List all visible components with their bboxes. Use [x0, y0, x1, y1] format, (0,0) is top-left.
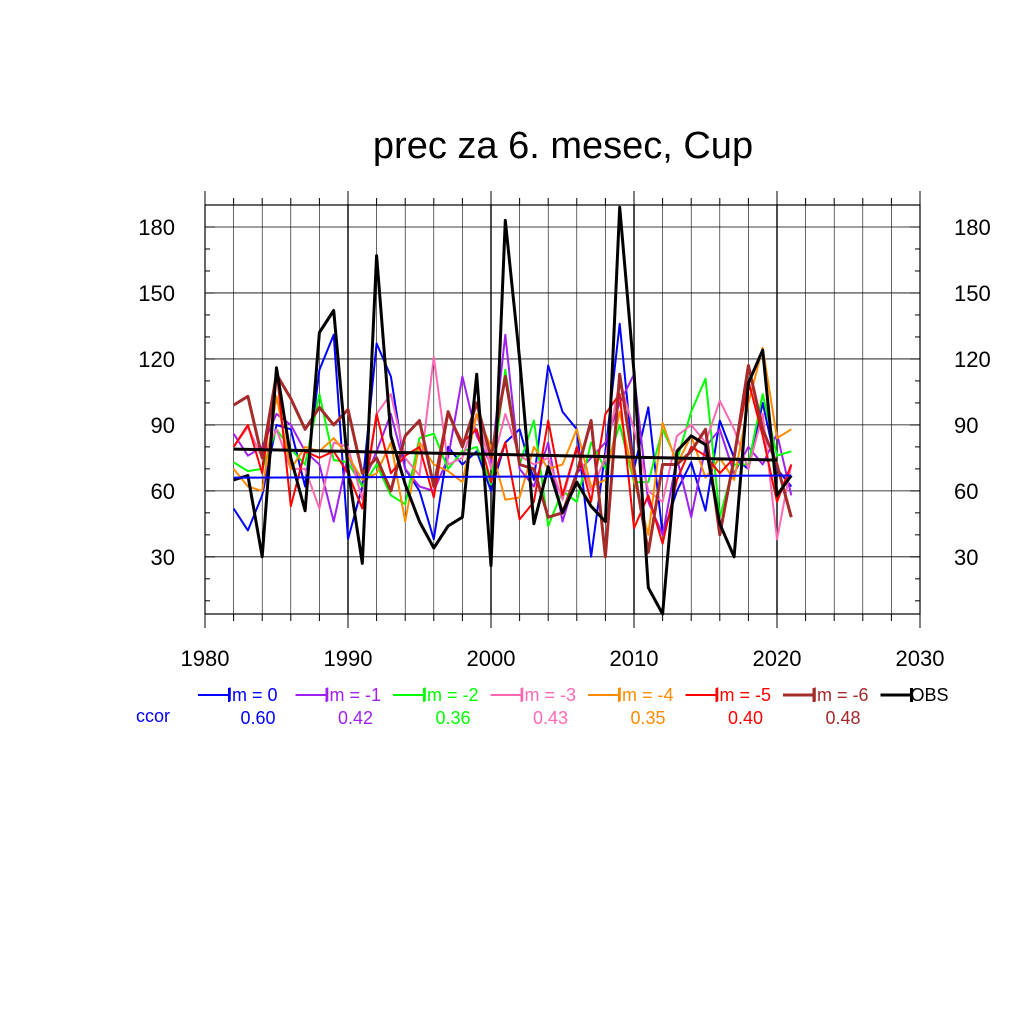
x-tick-label: 2000 — [467, 646, 516, 671]
trend-line-0 — [233, 474, 792, 479]
legend: lm = 0 0.60 lm = -1 0.42 lm = -2 0.36 lm = -3 0… — [136, 685, 949, 728]
plot-frame — [204, 204, 921, 615]
legend-label-2: lm = -2 — [423, 685, 479, 705]
legend-label-1: lm = -1 — [326, 685, 382, 705]
x-tick-label: 2030 — [896, 646, 945, 671]
trend-line-1 — [233, 447, 778, 462]
ccor-value-0: 0.60 — [240, 708, 275, 728]
y-tick-label: 30 — [151, 545, 175, 570]
ccor-value-5: 0.40 — [728, 708, 763, 728]
ccor-value-6: 0.48 — [825, 708, 860, 728]
y-tick-label-right: 30 — [954, 545, 978, 570]
y-tick-label-right: 150 — [954, 281, 991, 306]
ccor-value-2: 0.36 — [435, 708, 470, 728]
x-tick-label: 2020 — [753, 646, 802, 671]
legend-label-0: lm = 0 — [228, 685, 278, 705]
y-tick-label: 90 — [151, 413, 175, 438]
x-tick-label: 2010 — [610, 646, 659, 671]
x-tick-label: 1990 — [324, 646, 373, 671]
axis-layer: 30 30 60 60 90 90 120 120 150 150 180 180 1980 1990 20… — [138, 191, 991, 671]
y-tick-label-right: 90 — [954, 413, 978, 438]
series-line-1 — [232, 333, 793, 536]
legend-label-7: OBS — [911, 685, 949, 705]
legend-label-4: lm = -4 — [618, 685, 674, 705]
ccor-value-3: 0.43 — [533, 708, 568, 728]
series-layer — [232, 205, 793, 616]
legend-label-6: lm = -6 — [813, 685, 869, 705]
y-tick-label: 60 — [151, 479, 175, 504]
y-tick-label-right: 120 — [954, 347, 991, 372]
y-tick-label: 120 — [138, 347, 175, 372]
y-tick-label: 180 — [138, 215, 175, 240]
series-line-7 — [233, 205, 793, 616]
y-tick-label: 150 — [138, 281, 175, 306]
ccor-value-4: 0.35 — [630, 708, 665, 728]
legend-label-5: lm = -5 — [716, 685, 772, 705]
y-tick-label-right: 180 — [954, 215, 991, 240]
series-line-3 — [232, 355, 793, 541]
x-tick-label: 1980 — [181, 646, 230, 671]
series-line-4 — [232, 346, 792, 536]
ccor-value-1: 0.42 — [338, 708, 373, 728]
y-tick-label-right: 60 — [954, 479, 978, 504]
legend-label-3: lm = -3 — [521, 685, 577, 705]
chart-title: prec za 6. mesec, Cup — [373, 125, 753, 167]
ccor-label: ccor — [136, 706, 170, 726]
series-line-5 — [232, 368, 793, 545]
